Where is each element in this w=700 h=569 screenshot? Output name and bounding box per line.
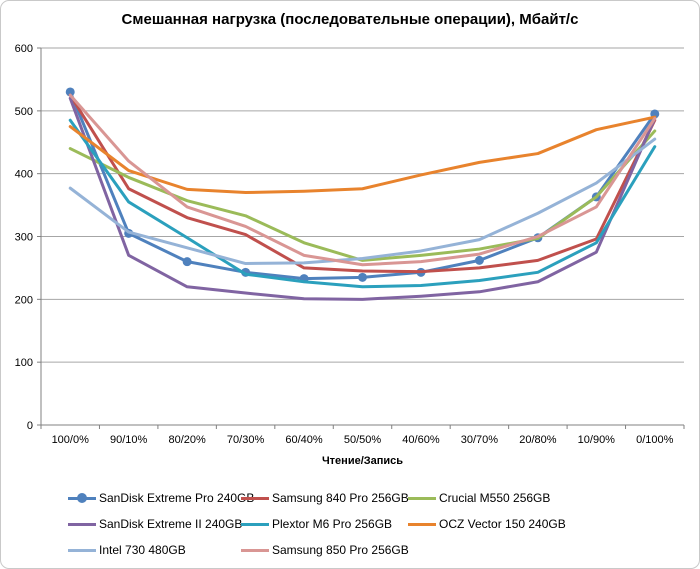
series-line-sandisk-extreme-ii-240gb [68, 96, 657, 301]
legend-item: Samsung 840 Pro 256GB [241, 490, 409, 506]
y-tick-label: 300 [15, 232, 33, 244]
y-tick-label: 100 [15, 357, 33, 369]
legend-label: Plextor M6 Pro 256GB [272, 517, 393, 531]
x-category-label: 50/50% [344, 434, 382, 446]
legend-line [241, 522, 269, 526]
legend-swatch [241, 516, 269, 532]
x-category-label: 70/30% [227, 434, 265, 446]
chart-title: Смешанная нагрузка (последовательные опе… [121, 11, 579, 28]
x-axis-title: Чтение/Запись [322, 455, 403, 467]
legend-label: Crucial M550 256GB [439, 491, 551, 505]
legend-item: Plextor M6 Pro 256GB [241, 516, 392, 532]
series-marker [358, 272, 367, 282]
legend-swatch [408, 516, 436, 532]
x-category-label: 30/70% [461, 434, 499, 446]
y-tick-label: 500 [15, 106, 33, 118]
legend-line [241, 548, 269, 552]
x-category-label: 20/80% [519, 434, 557, 446]
legend-swatch [241, 490, 269, 506]
x-category-label: 40/60% [402, 434, 440, 446]
legend-marker [77, 493, 87, 503]
legend-item: Crucial M550 256GB [408, 490, 550, 506]
legend-label: Intel 730 480GB [99, 543, 186, 557]
y-tick-label: 200 [15, 294, 33, 306]
x-category-label: 80/20% [168, 434, 206, 446]
series-line-intel-730-480gb [68, 137, 657, 266]
legend-swatch [68, 490, 96, 506]
series-marker [65, 87, 75, 97]
y-tick-label: 0 [27, 420, 33, 432]
legend-item: SanDisk Extreme II 240GB [68, 516, 242, 532]
series-line-samsung-850-pro-256gb [68, 93, 657, 267]
x-category-label: 90/10% [110, 434, 148, 446]
legend-item: OCZ Vector 150 240GB [408, 516, 566, 532]
x-category-label: 0/100% [636, 434, 674, 446]
chart-svg: 0 100 200 300 400 500 600 100/0% 90/10% 80/20% 70/… [15, 43, 685, 467]
legend-swatch [68, 542, 96, 558]
series-marker [182, 257, 192, 267]
series-line-plextor-m6-pro-256gb [68, 118, 657, 289]
x-category-label: 10/90% [578, 434, 616, 446]
legend-label: Samsung 850 Pro 256GB [272, 543, 409, 557]
legend-line [68, 522, 96, 526]
legend-swatch [408, 490, 436, 506]
legend-label: Samsung 840 Pro 256GB [272, 491, 409, 505]
x-category-label: 60/40% [285, 434, 323, 446]
series-marker [474, 255, 484, 265]
legend-item: Intel 730 480GB [68, 542, 186, 558]
legend-line [68, 548, 96, 552]
legend-swatch [241, 542, 269, 558]
legend-item: SanDisk Extreme Pro 240GB [68, 490, 254, 506]
legend-line [408, 496, 436, 500]
legend-label: SanDisk Extreme II 240GB [99, 517, 243, 531]
legend-label: OCZ Vector 150 240GB [439, 517, 566, 531]
legend-line [408, 522, 436, 526]
legend-line [241, 496, 269, 500]
legend-swatch [68, 516, 96, 532]
y-tick-label: 600 [15, 43, 33, 55]
legend-label: SanDisk Extreme Pro 240GB [99, 491, 255, 505]
y-tick-label: 400 [15, 169, 33, 181]
x-category-label: 100/0% [52, 434, 90, 446]
series-line-samsung-840-pro-256gb [68, 93, 657, 274]
legend-item: Samsung 850 Pro 256GB [241, 542, 409, 558]
series-line-ocz-vector-150-240gb [68, 115, 657, 195]
